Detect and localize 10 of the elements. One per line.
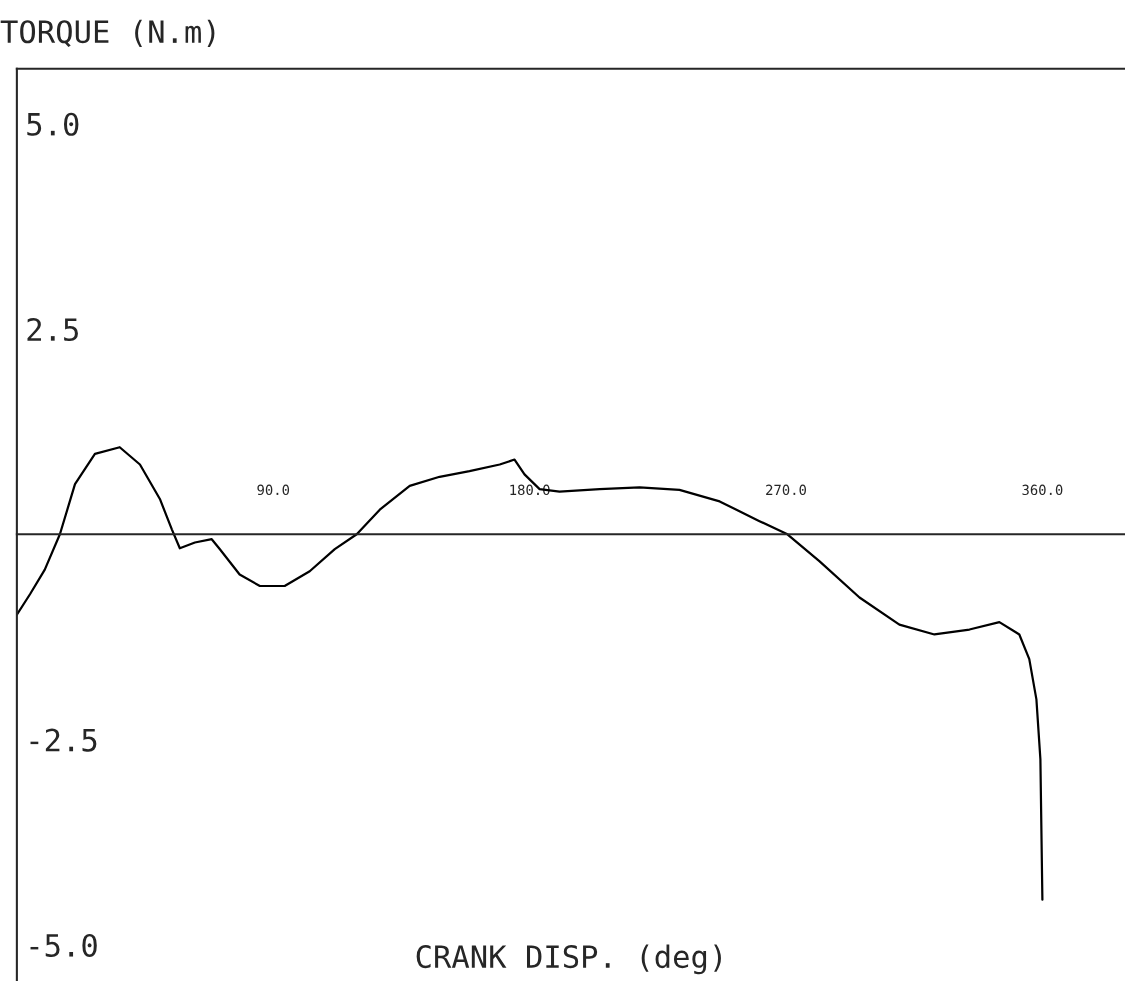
x-tick-label: 180.0 bbox=[510, 484, 550, 496]
x-axis-title: CRANK DISP. (deg) bbox=[416, 944, 721, 975]
x-tick-label: 270.0 bbox=[766, 484, 807, 496]
y-tick-label: -5.0 bbox=[30, 933, 97, 957]
y-tick-label: 2.5 bbox=[27, 318, 78, 342]
x-tick-label: 90.0 bbox=[257, 484, 290, 496]
y-axis-title: TORQUE (N.m) bbox=[0, 19, 215, 47]
y-tick-label: -2.5 bbox=[30, 728, 97, 752]
y-tick-label: 5.0 bbox=[27, 112, 79, 136]
x-tick-label: 360.0 bbox=[1022, 484, 1063, 496]
